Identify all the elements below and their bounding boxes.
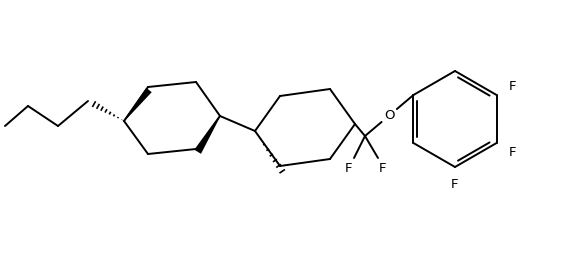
Text: F: F bbox=[508, 146, 516, 158]
Text: F: F bbox=[508, 80, 516, 92]
Text: F: F bbox=[379, 162, 387, 174]
Text: F: F bbox=[345, 162, 353, 174]
Text: O: O bbox=[384, 109, 395, 122]
Polygon shape bbox=[195, 116, 220, 154]
Text: F: F bbox=[451, 179, 459, 192]
Polygon shape bbox=[123, 88, 152, 121]
